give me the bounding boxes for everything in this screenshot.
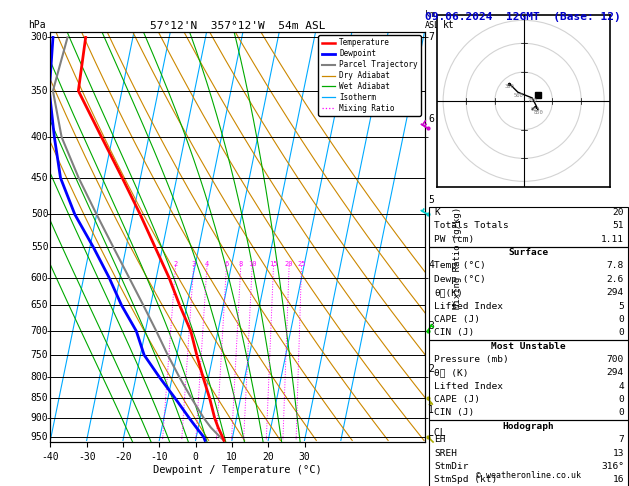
Text: LCL: LCL [428, 428, 446, 438]
Text: km
ASL: km ASL [425, 10, 440, 30]
Text: 316°: 316° [601, 462, 624, 471]
Text: 4: 4 [428, 260, 434, 270]
Text: K: K [434, 208, 440, 217]
Text: 2: 2 [428, 364, 434, 374]
Text: Lifted Index: Lifted Index [434, 382, 503, 391]
Text: 350: 350 [31, 86, 48, 96]
Text: 15: 15 [269, 261, 277, 267]
Text: 700: 700 [607, 355, 624, 364]
Text: © weatheronline.co.uk: © weatheronline.co.uk [476, 471, 581, 480]
Text: StmSpd (kt): StmSpd (kt) [434, 475, 498, 485]
Text: 650: 650 [31, 300, 48, 311]
Text: 294: 294 [607, 288, 624, 297]
Text: 2: 2 [174, 261, 177, 267]
Text: 3: 3 [428, 321, 434, 331]
Text: 925: 925 [531, 107, 540, 112]
Text: 2.6: 2.6 [607, 275, 624, 284]
Text: Pressure (mb): Pressure (mb) [434, 355, 509, 364]
Text: 0: 0 [618, 329, 624, 337]
Text: 4: 4 [618, 382, 624, 391]
Text: 09.06.2024  12GMT  (Base: 12): 09.06.2024 12GMT (Base: 12) [425, 12, 620, 22]
Text: kt: kt [443, 20, 454, 30]
Text: 0: 0 [618, 395, 624, 404]
Text: 7: 7 [618, 435, 624, 444]
Text: 5: 5 [428, 195, 434, 205]
Text: 16: 16 [613, 475, 624, 485]
Text: 700: 700 [31, 326, 48, 336]
Text: 0: 0 [618, 408, 624, 417]
Text: EH: EH [434, 435, 445, 444]
Text: 900: 900 [31, 413, 48, 423]
Text: 1: 1 [428, 405, 434, 416]
Text: 20: 20 [613, 208, 624, 217]
Text: 0: 0 [618, 315, 624, 324]
Text: θᴇ (K): θᴇ (K) [434, 368, 469, 378]
Text: 10: 10 [248, 261, 257, 267]
Text: CAPE (J): CAPE (J) [434, 395, 480, 404]
Text: Most Unstable: Most Unstable [491, 342, 565, 351]
Text: 550: 550 [31, 243, 48, 252]
Text: 51: 51 [613, 222, 624, 230]
X-axis label: Dewpoint / Temperature (°C): Dewpoint / Temperature (°C) [153, 465, 322, 475]
Text: PW (cm): PW (cm) [434, 235, 474, 244]
Text: Hodograph: Hodograph [503, 422, 554, 431]
Text: 800: 800 [31, 372, 48, 382]
Text: StmDir: StmDir [434, 462, 469, 471]
Text: 850: 850 [534, 110, 543, 115]
Text: θᴇ(K): θᴇ(K) [434, 288, 463, 297]
Text: CIN (J): CIN (J) [434, 408, 474, 417]
Text: Totals Totals: Totals Totals [434, 222, 509, 230]
Text: Mixing Ratio (g/kg): Mixing Ratio (g/kg) [453, 207, 462, 309]
Text: Dewp (°C): Dewp (°C) [434, 275, 486, 284]
Text: 294: 294 [607, 368, 624, 378]
Text: hPa: hPa [28, 19, 45, 30]
Text: 4: 4 [205, 261, 209, 267]
Text: 500: 500 [513, 92, 523, 98]
Text: 750: 750 [31, 350, 48, 360]
Text: Temp (°C): Temp (°C) [434, 261, 486, 271]
Text: 450: 450 [31, 173, 48, 183]
Text: Surface: Surface [508, 248, 548, 257]
Text: 25: 25 [298, 261, 306, 267]
Text: 8: 8 [238, 261, 243, 267]
Text: 7: 7 [428, 33, 434, 42]
Text: 1.11: 1.11 [601, 235, 624, 244]
Text: 6: 6 [225, 261, 228, 267]
Text: 3: 3 [191, 261, 196, 267]
Text: 300: 300 [31, 33, 48, 42]
Text: Lifted Index: Lifted Index [434, 301, 503, 311]
Text: 700: 700 [528, 98, 538, 104]
Text: 300: 300 [505, 84, 515, 89]
Text: 850: 850 [31, 393, 48, 403]
Text: 20: 20 [285, 261, 293, 267]
Text: 7.8: 7.8 [607, 261, 624, 271]
Legend: Temperature, Dewpoint, Parcel Trajectory, Dry Adiabat, Wet Adiabat, Isotherm, Mi: Temperature, Dewpoint, Parcel Trajectory… [318, 35, 421, 116]
Text: 13: 13 [613, 449, 624, 458]
Text: CAPE (J): CAPE (J) [434, 315, 480, 324]
Text: 600: 600 [31, 273, 48, 282]
Text: 500: 500 [31, 209, 48, 219]
Text: SREH: SREH [434, 449, 457, 458]
Title: 57°12'N  357°12'W  54m ASL: 57°12'N 357°12'W 54m ASL [150, 21, 325, 31]
Text: 5: 5 [618, 301, 624, 311]
Text: 950: 950 [31, 432, 48, 442]
Text: 400: 400 [31, 132, 48, 142]
Text: 6: 6 [428, 114, 434, 124]
Text: CIN (J): CIN (J) [434, 329, 474, 337]
